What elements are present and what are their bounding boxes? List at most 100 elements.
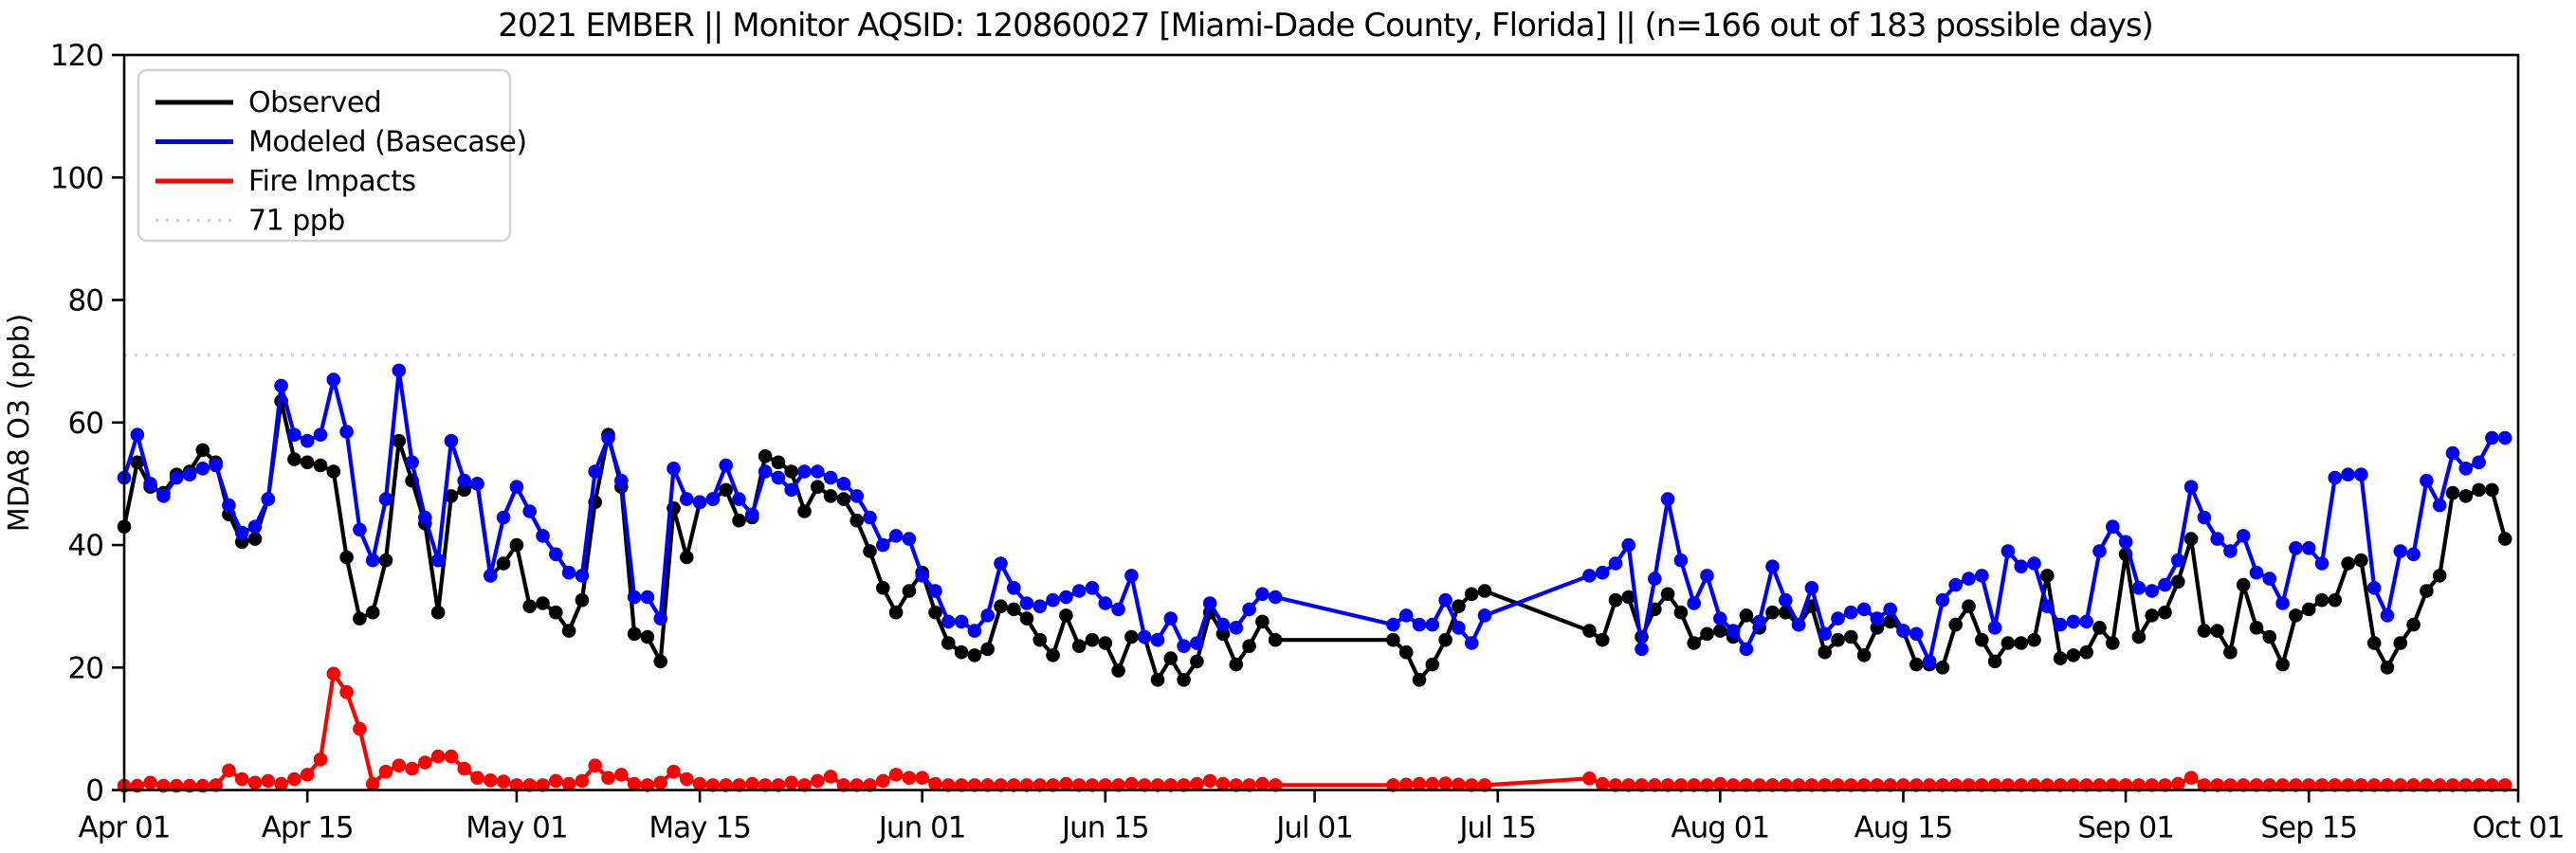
data-point — [1255, 776, 1270, 791]
data-point — [496, 556, 511, 571]
data-point — [392, 758, 407, 772]
data-point — [1059, 608, 1073, 623]
data-point — [1791, 778, 1806, 792]
data-point — [1883, 602, 1897, 617]
data-point — [601, 771, 615, 785]
data-point — [418, 510, 432, 525]
data-point — [1909, 778, 1924, 792]
data-point — [1739, 642, 1754, 657]
data-point — [2158, 778, 2172, 792]
data-point — [1818, 644, 1832, 660]
data-point — [680, 550, 694, 565]
data-point — [1071, 584, 1087, 598]
data-point — [1412, 776, 1427, 791]
data-point — [876, 537, 890, 553]
data-point — [2079, 778, 2093, 792]
data-point — [902, 584, 917, 598]
data-point — [287, 771, 301, 787]
data-point — [195, 462, 210, 476]
data-point — [2066, 778, 2081, 792]
data-point — [2406, 547, 2421, 562]
series-modeled-basecase- — [117, 363, 2512, 669]
data-point — [1425, 776, 1440, 791]
data-point — [823, 770, 838, 784]
data-point — [1124, 569, 1139, 583]
data-point — [2145, 584, 2159, 598]
data-point — [575, 592, 590, 608]
data-point — [705, 778, 721, 792]
data-point — [392, 433, 407, 448]
x-tick-label: Jul 01 — [1274, 811, 1353, 845]
y-axis-label: MDA8 O3 (ppb) — [3, 314, 36, 532]
legend: Observed Modeled (Basecase) Fire Impacts 71… — [137, 68, 527, 243]
data-point — [1831, 778, 1845, 792]
data-point — [2183, 480, 2199, 494]
data-point — [1268, 590, 1283, 605]
x-tick-label: Sep 15 — [2260, 811, 2357, 845]
data-point — [444, 489, 459, 503]
data-point — [444, 749, 459, 764]
data-point — [1739, 608, 1754, 623]
data-point — [1726, 624, 1741, 638]
x-tick-label: May 15 — [649, 811, 750, 845]
data-point — [549, 605, 563, 620]
data-point — [484, 773, 498, 788]
data-point — [1046, 778, 1060, 792]
y-tick-label: 80 — [68, 284, 103, 318]
data-point — [2171, 574, 2185, 590]
data-point — [353, 721, 367, 736]
data-point — [1621, 590, 1635, 605]
data-point — [1255, 614, 1270, 629]
data-point — [1948, 617, 1963, 632]
data-point — [2485, 430, 2499, 445]
data-point — [536, 529, 550, 543]
data-point — [2197, 624, 2212, 638]
data-point — [2145, 778, 2159, 792]
data-point — [209, 458, 223, 473]
data-point — [392, 363, 407, 378]
series-line — [121, 399, 2508, 682]
data-point — [1229, 621, 1244, 635]
data-point — [2131, 629, 2147, 644]
data-point — [2354, 553, 2368, 568]
data-point — [2458, 462, 2474, 476]
data-point — [2118, 535, 2133, 550]
data-point — [614, 768, 629, 782]
data-point — [143, 775, 157, 790]
data-point — [1215, 617, 1231, 632]
data-point — [863, 778, 877, 792]
data-point — [863, 510, 877, 525]
data-point — [797, 778, 812, 792]
y-tick-label: 120 — [50, 39, 103, 73]
data-point — [234, 771, 249, 787]
data-point — [2001, 636, 2016, 650]
data-point — [745, 776, 759, 791]
data-point — [1137, 778, 1152, 792]
data-point — [353, 522, 367, 537]
data-point — [1007, 778, 1021, 792]
data-point — [614, 473, 629, 488]
data-point — [2472, 482, 2486, 498]
data-point — [169, 470, 184, 485]
data-point — [2183, 771, 2199, 785]
data-point — [1673, 778, 1689, 792]
data-point — [2341, 556, 2355, 571]
data-point — [209, 778, 223, 792]
data-point — [1464, 636, 1479, 650]
data-point — [1844, 778, 1858, 792]
data-point — [1071, 778, 1087, 792]
data-point — [326, 464, 341, 479]
data-point — [509, 778, 524, 792]
y-tick-label: 100 — [50, 161, 103, 195]
data-point — [1687, 636, 1701, 650]
data-point — [143, 477, 157, 491]
data-point — [1019, 596, 1034, 610]
data-point — [1425, 657, 1440, 672]
data-point — [1268, 778, 1283, 792]
data-point — [1713, 611, 1727, 626]
data-point — [2458, 489, 2474, 503]
data-point — [680, 492, 694, 506]
data-point — [954, 778, 969, 792]
data-point — [1987, 654, 2002, 669]
data-point — [2354, 467, 2368, 482]
